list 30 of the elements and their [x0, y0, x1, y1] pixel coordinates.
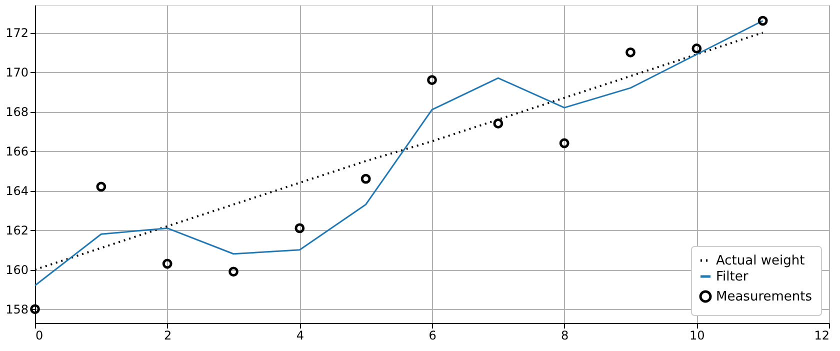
x-tick-label: 6	[428, 328, 436, 342]
point	[626, 47, 636, 58]
y-tick-label: 158	[6, 302, 28, 317]
point	[294, 223, 305, 234]
x-tick-label: 10	[690, 328, 705, 342]
point	[692, 44, 702, 54]
point	[30, 304, 40, 314]
y-tick-label: 168	[6, 105, 28, 120]
point	[427, 75, 437, 86]
y-tick-label: 170	[6, 66, 28, 80]
x-tick-label: 0	[36, 328, 44, 342]
legend-label: Actual weight	[716, 254, 805, 268]
y-tick-label: 162	[6, 224, 28, 238]
point	[360, 174, 371, 184]
x-tick-label: 8	[561, 328, 569, 342]
y-tick-label: 164	[6, 184, 28, 198]
x-tick-label: 2	[164, 328, 172, 342]
x-tick-label: 4	[296, 328, 304, 342]
point	[758, 16, 768, 26]
y-tick-label: 160	[6, 263, 28, 278]
point	[96, 182, 106, 192]
y-tick-label: 172	[6, 26, 28, 40]
point	[162, 258, 172, 269]
point	[493, 118, 504, 128]
legend-label: Measurements	[716, 290, 812, 304]
x-tick-label: 12	[814, 328, 830, 342]
legend-label: Filter	[716, 270, 749, 284]
point	[228, 266, 238, 277]
y-tick-label: 166	[6, 144, 28, 159]
point	[559, 138, 570, 148]
